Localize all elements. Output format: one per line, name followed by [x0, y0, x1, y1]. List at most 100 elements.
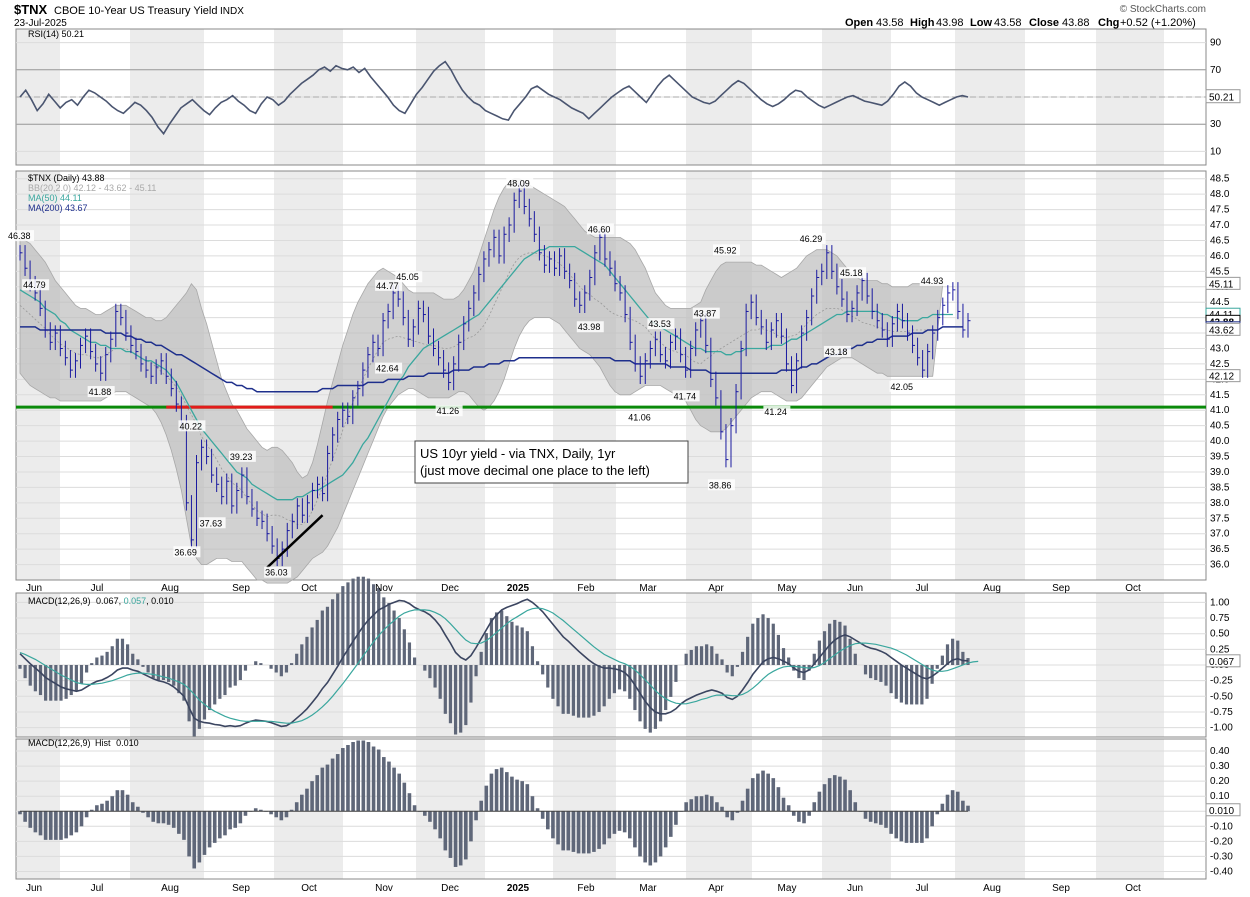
- price-tick-label: 39.5: [1210, 452, 1230, 463]
- macd-tick-label: 0.25: [1210, 644, 1230, 655]
- hist-bar: [684, 802, 688, 812]
- macd-hist-bar: [669, 665, 673, 697]
- hist-bar: [341, 748, 345, 812]
- macd-hist-bar: [289, 663, 294, 665]
- x-tick-label: Oct: [301, 583, 317, 594]
- macd-hist-bar: [653, 665, 658, 729]
- macd-hist-bar: [402, 629, 406, 665]
- hist-bar: [392, 767, 396, 812]
- price-right-label-box: [1205, 369, 1241, 383]
- macd-hist-bar: [79, 665, 84, 684]
- price-label-bg: [823, 345, 851, 357]
- macd-hist-bar: [479, 651, 483, 665]
- hist-bar: [771, 778, 776, 812]
- price-right-label: 42.12: [1209, 372, 1234, 383]
- x-tick-label: Feb: [577, 583, 595, 594]
- price-tick-label: 38.0: [1210, 498, 1230, 509]
- macd-legend-macd: 0.067: [96, 596, 119, 606]
- price-label: 37.63: [200, 518, 223, 528]
- price-right-label-box: [1205, 276, 1241, 290]
- price-label: 43.98: [578, 322, 601, 332]
- price-label-bg: [692, 307, 720, 319]
- macd-hist-bar: [397, 618, 401, 665]
- price-tick-label: 41.0: [1210, 405, 1230, 416]
- x-tick-label: Aug: [983, 883, 1001, 894]
- macd-hist-bar: [18, 665, 22, 669]
- macd-hist-bar: [407, 642, 412, 665]
- hist-month-shade: [16, 739, 60, 879]
- macd-hist-bar: [484, 633, 488, 665]
- price-tick-label: 38.5: [1210, 482, 1230, 493]
- hist-bar: [238, 811, 243, 824]
- hist-bar: [909, 811, 914, 843]
- hist-bar: [428, 811, 432, 822]
- hist-bar: [64, 811, 68, 839]
- macd-hist-bar: [510, 621, 514, 665]
- price-label: 40.22: [179, 421, 202, 431]
- rsi-tick-label: 90: [1210, 38, 1222, 49]
- macd-hist-bar: [448, 665, 453, 724]
- macd-hist-bar: [592, 665, 596, 716]
- macd-hist-bar: [218, 665, 222, 699]
- x-tick-label: Nov: [375, 583, 393, 594]
- macd-hist-bar: [443, 665, 447, 714]
- hist-bar: [28, 811, 33, 828]
- macd-tick-label: -1.00: [1210, 723, 1233, 734]
- hist-bar: [284, 811, 289, 818]
- macd-hist-bar: [371, 584, 376, 665]
- price-label-bg: [395, 271, 423, 283]
- macd-hist-bar: [197, 665, 201, 729]
- close-label: Close: [1029, 17, 1059, 29]
- x-tick-label: Sep: [232, 583, 250, 594]
- rsi-last-value-box: [1205, 89, 1241, 104]
- hist-bar: [59, 811, 63, 840]
- exchange-label: INDX: [220, 6, 244, 17]
- price-tick-label: 43.0: [1210, 343, 1230, 354]
- hist-bar: [879, 811, 883, 825]
- price-label-bg: [435, 405, 463, 417]
- price-label-bg: [889, 380, 917, 392]
- macd-hist-bar: [612, 665, 617, 694]
- hist-month-shade: [553, 739, 616, 879]
- hist-legend-value: 0.010: [116, 738, 139, 748]
- x-tick-label: Oct: [1125, 883, 1141, 894]
- macd-hist-bar: [500, 610, 504, 665]
- hist-month-shade: [1096, 739, 1164, 879]
- hist-bar: [633, 811, 637, 848]
- x-tick-label: May: [778, 583, 797, 594]
- hist-bar: [423, 811, 427, 816]
- rsi-tick-label: 70: [1210, 65, 1222, 76]
- x-tick-label: 2025: [507, 883, 530, 894]
- hist-bar: [166, 811, 171, 825]
- hist-bar: [797, 811, 801, 822]
- macd-hist-bar: [643, 665, 647, 729]
- macd-hist-bar: [284, 665, 289, 673]
- macd-tick-label: -0.75: [1210, 707, 1233, 718]
- hist-bar: [786, 805, 791, 812]
- hist-bar: [868, 811, 873, 822]
- hist-bar: [371, 746, 376, 812]
- hist-bar: [853, 802, 858, 812]
- price-label-bg: [198, 517, 226, 529]
- price-label: 42.64: [376, 364, 399, 374]
- hist-bar: [581, 811, 586, 854]
- macd-hist-bar: [392, 610, 396, 665]
- price-tick-label: 46.0: [1210, 251, 1230, 262]
- x-tick-label: Apr: [708, 883, 724, 894]
- chg-value: +0.52 (+1.20%): [1120, 17, 1196, 29]
- hist-bar: [955, 791, 960, 812]
- price-tick-label: 46.5: [1210, 235, 1230, 246]
- hist-bar: [638, 811, 642, 857]
- hist-bar: [310, 781, 314, 812]
- x-tick-label: Jul: [916, 883, 929, 894]
- macd-hist-bar: [213, 665, 217, 705]
- hist-bar: [709, 796, 714, 812]
- macd-hist-bar: [325, 606, 330, 665]
- macd-hist-bar: [28, 665, 32, 686]
- x-tick-label: Dec: [441, 883, 459, 894]
- macd-hist-bar: [623, 665, 627, 692]
- price-tick-label: 42.5: [1210, 359, 1230, 370]
- hist-bar: [223, 811, 227, 836]
- price-right-label: 43.62: [1209, 325, 1234, 336]
- macd-hist-bar: [576, 665, 581, 718]
